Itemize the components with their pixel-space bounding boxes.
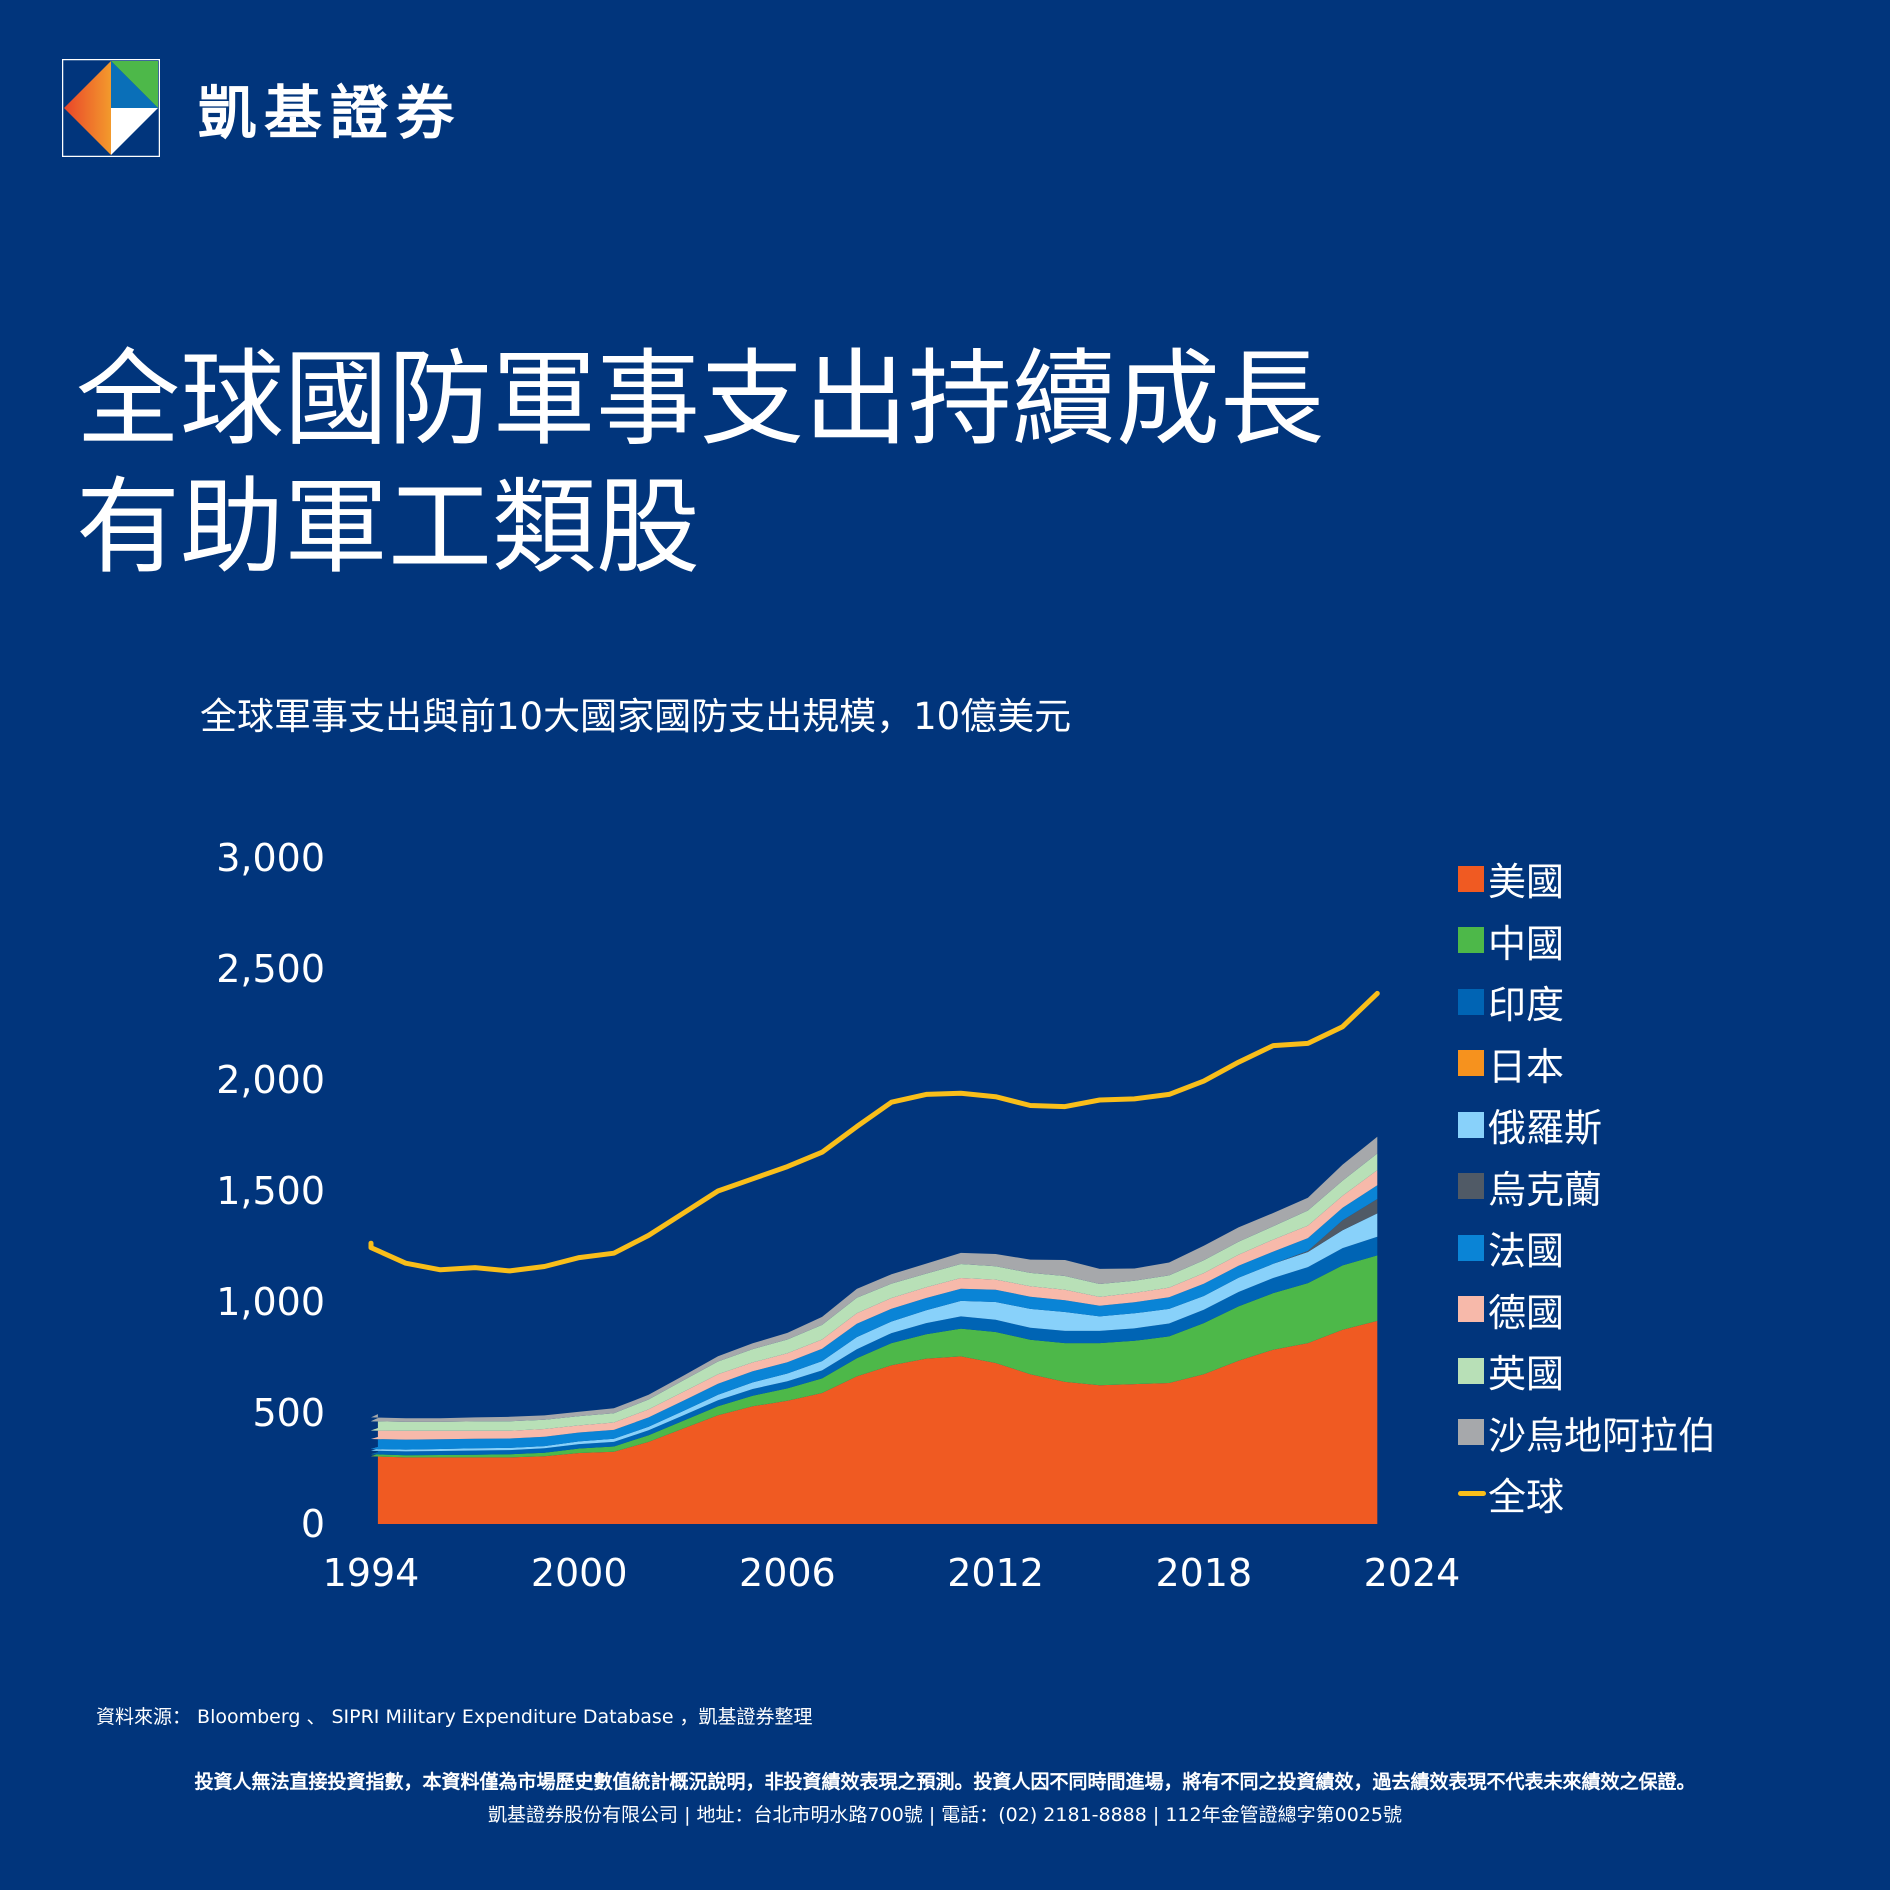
- area-series-英國: [371, 1153, 1378, 1431]
- y-tick-label: 2,500: [216, 947, 325, 991]
- legend-line-swatch: [1458, 1491, 1486, 1497]
- y-tick-label: 1,500: [216, 1169, 325, 1213]
- legend-item: 法國: [1458, 1217, 1716, 1279]
- y-tick-label: 500: [252, 1391, 325, 1435]
- source-note: 資料來源： Bloomberg 、 SIPRI Military Expendi…: [96, 1706, 813, 1728]
- legend-label: 德國: [1488, 1290, 1565, 1335]
- x-tick-label: 2000: [531, 1551, 628, 1595]
- chart-area: 0 500 1,000 1,500 2,000 2,500 3,000 1994 2000 200…: [216, 836, 1461, 1595]
- legend-item: 全球: [1458, 1463, 1716, 1525]
- area-series-法國: [371, 1185, 1378, 1450]
- x-tick-label: 2006: [739, 1551, 836, 1595]
- legend-label: 烏克蘭: [1488, 1167, 1603, 1212]
- headline-line-1: 全球國防軍事支出持續成長: [76, 338, 1325, 460]
- legend-item: 英國: [1458, 1340, 1716, 1402]
- x-tick-label: 2012: [947, 1551, 1044, 1595]
- legend-item: 印度: [1458, 971, 1716, 1033]
- x-tick-label: 2018: [1155, 1551, 1252, 1595]
- area-series-美國: [371, 1320, 1378, 1524]
- legend-label: 沙烏地阿拉伯: [1488, 1413, 1717, 1458]
- x-tick-label: 2024: [1364, 1551, 1461, 1595]
- area-series-俄羅斯: [371, 1213, 1378, 1452]
- company-info: 凱基證券股份有限公司 | 地址：台北市明水路700號 | 電話：(02) 218…: [488, 1804, 1402, 1826]
- legend-swatch: [1458, 988, 1484, 1015]
- legend-label: 中國: [1488, 921, 1565, 966]
- y-tick-label: 3,000: [216, 836, 325, 880]
- legend-item: 烏克蘭: [1458, 1156, 1716, 1218]
- legend-item: 沙烏地阿拉伯: [1458, 1402, 1716, 1464]
- legend-item: 俄羅斯: [1458, 1094, 1716, 1156]
- legend-item: 德國: [1458, 1279, 1716, 1341]
- y-tick-label: 1,000: [216, 1280, 325, 1324]
- brand-logo: 凱基證券: [62, 59, 462, 157]
- legend-label: 美國: [1488, 860, 1565, 905]
- legend-swatch: [1458, 1357, 1484, 1384]
- legend-swatch: [1458, 1111, 1484, 1138]
- legend-swatch: [1458, 927, 1484, 954]
- area-series-中國: [371, 1255, 1378, 1458]
- legend-label: 法國: [1488, 1229, 1565, 1274]
- legend-swatch: [1458, 1050, 1484, 1077]
- legend-swatch: [1458, 1419, 1484, 1446]
- legend-label: 印度: [1488, 983, 1565, 1028]
- legend-item: 中國: [1458, 910, 1716, 972]
- legend-swatch: [1458, 865, 1484, 892]
- area-series-印度: [371, 1236, 1378, 1456]
- line-series-全球: [368, 990, 1380, 1274]
- disclaimer: 投資人無法直接投資指數，本資料僅為市場歷史數值統計概況說明，非投資績效表現之預測…: [194, 1771, 1696, 1793]
- y-tick-label: 2,000: [216, 1058, 325, 1102]
- legend-swatch: [1458, 1296, 1484, 1323]
- legend-swatch: [1458, 1234, 1484, 1261]
- legend-swatch: [1458, 1173, 1484, 1200]
- chart-legend: 美國中國印度日本俄羅斯烏克蘭法國德國英國沙烏地阿拉伯 全球: [1458, 848, 1716, 1525]
- legend-label: 英國: [1488, 1352, 1565, 1397]
- brand-logo-icon: [62, 59, 160, 157]
- legend-label: 全球: [1488, 1475, 1565, 1520]
- headline-line-2: 有助軍工類股: [76, 466, 701, 588]
- headline: 全球國防軍事支出持續成長 有助軍工類股: [76, 335, 1324, 591]
- legend-label: 俄羅斯: [1488, 1106, 1603, 1151]
- legend-label: 日本: [1488, 1044, 1565, 1089]
- brand-name: 凱基證券: [198, 79, 463, 147]
- legend-item: 美國: [1458, 848, 1716, 910]
- x-tick-label: 1994: [323, 1551, 420, 1595]
- y-tick-label: 0: [301, 1502, 325, 1546]
- legend-item: 日本: [1458, 1033, 1716, 1095]
- chart-title: 全球軍事支出與前10大國家國防支出規模，10億美元: [200, 695, 1072, 738]
